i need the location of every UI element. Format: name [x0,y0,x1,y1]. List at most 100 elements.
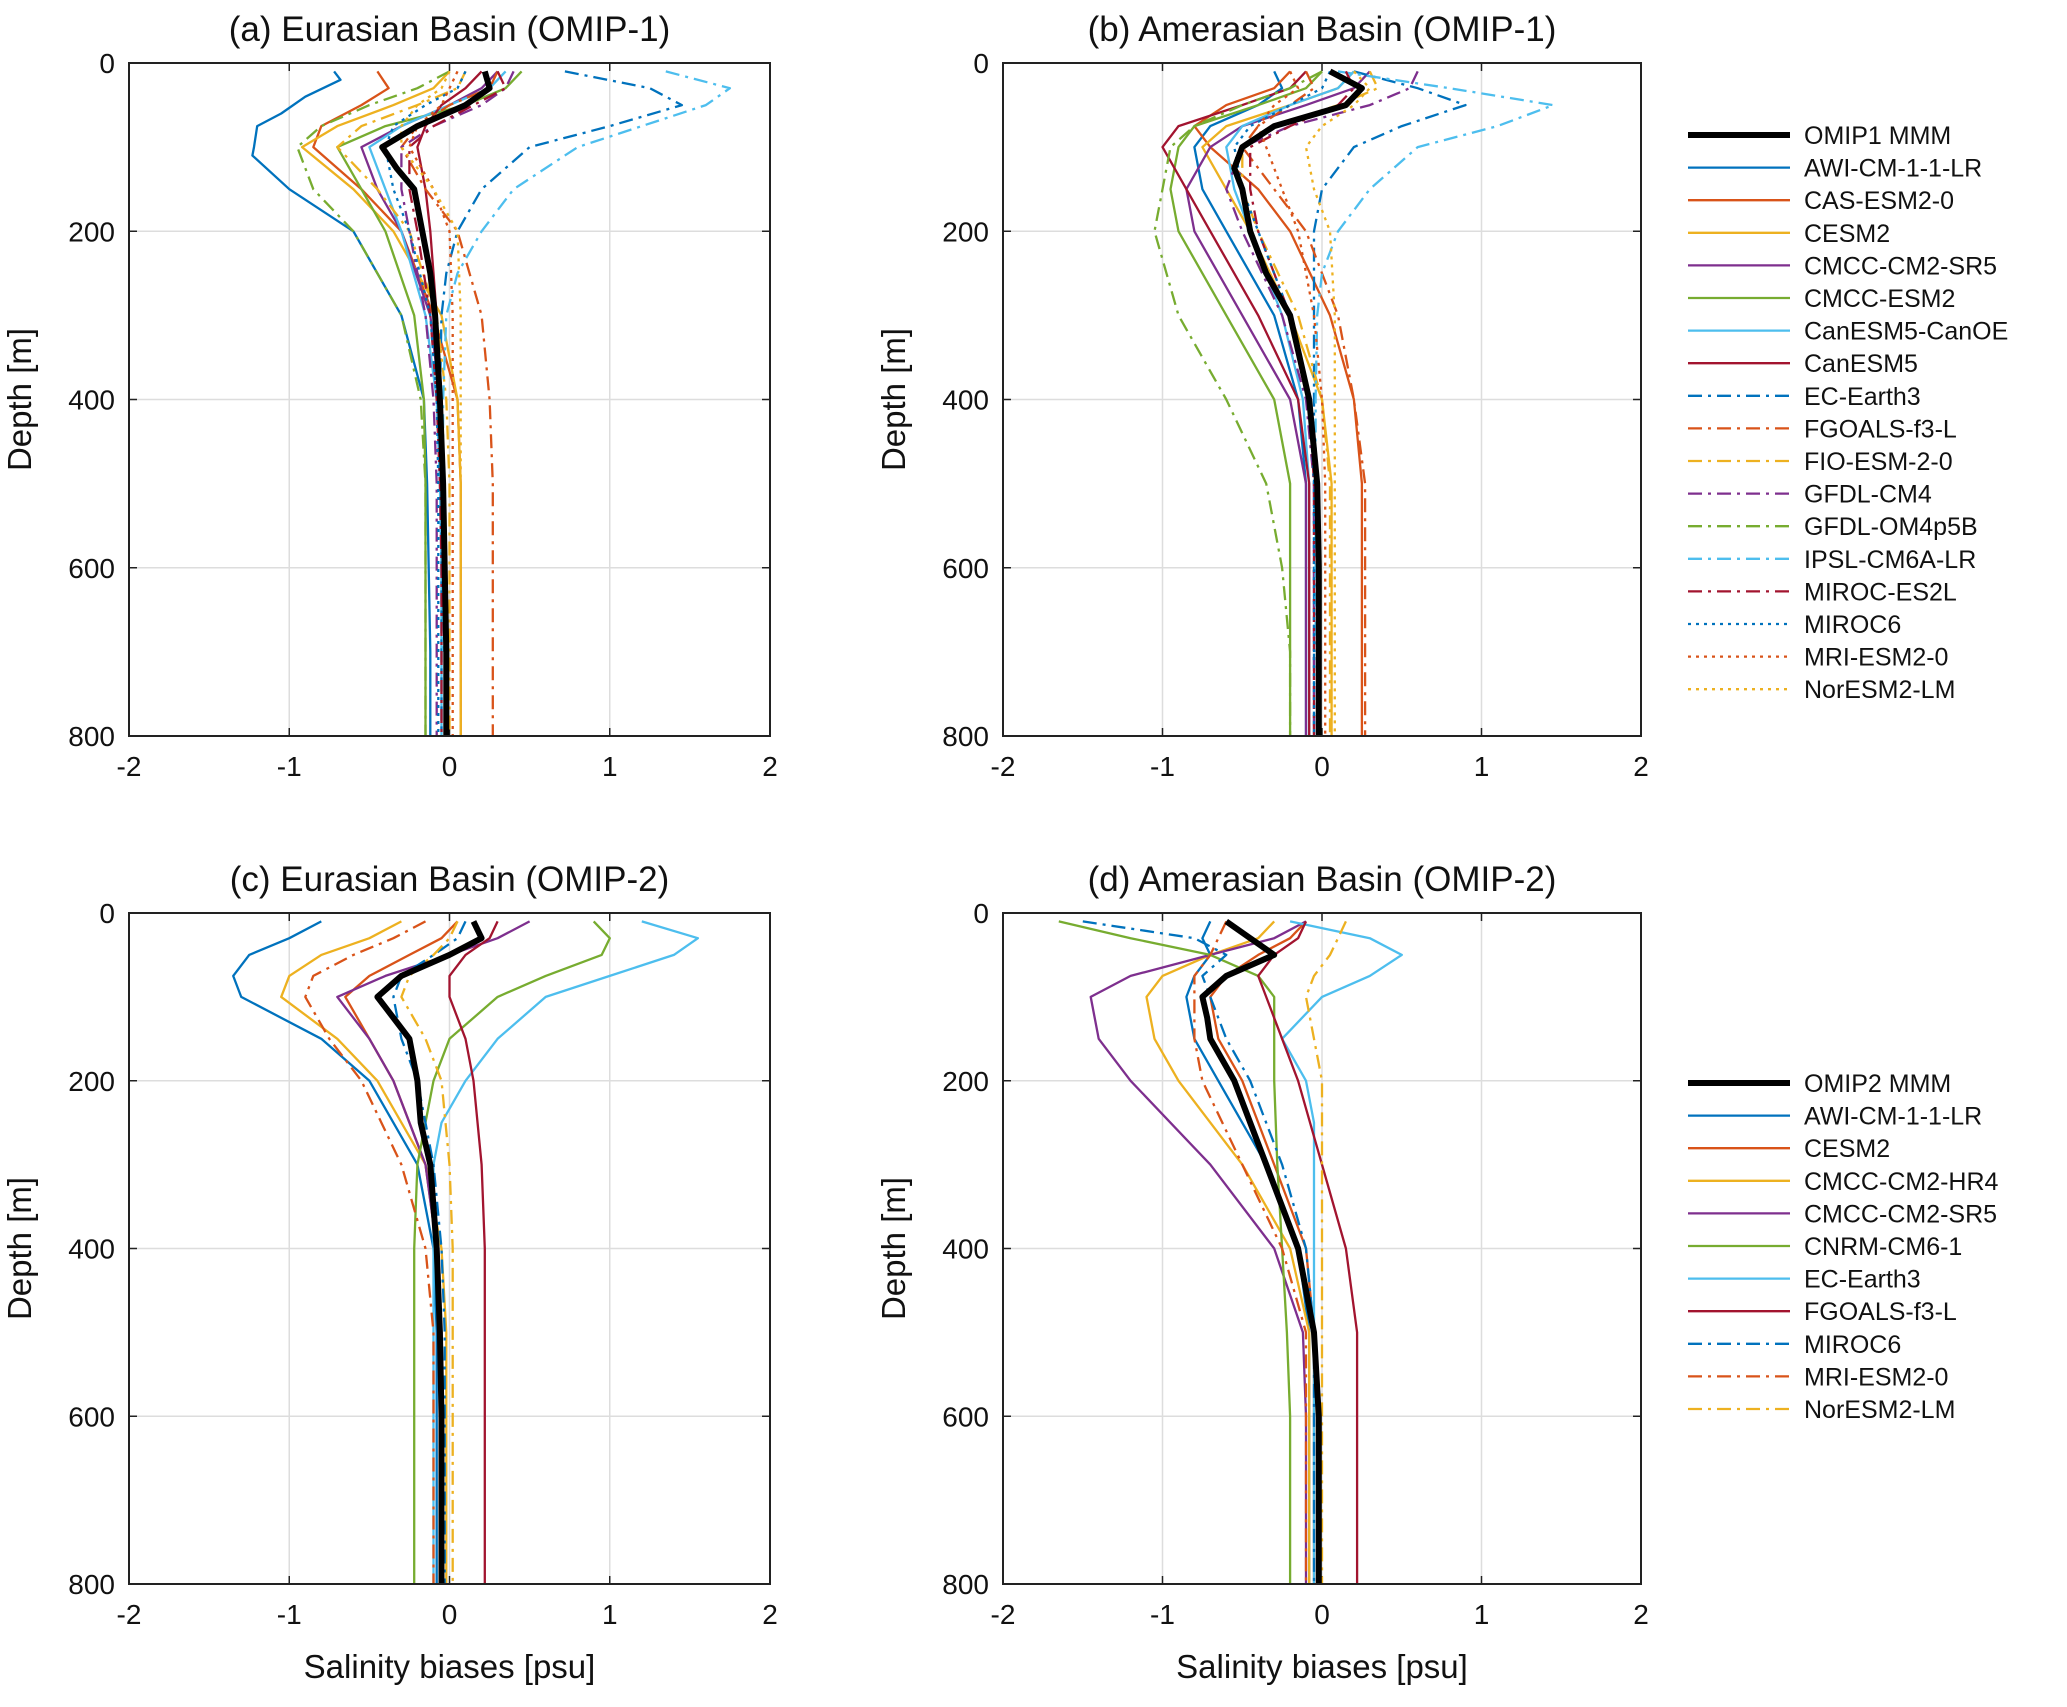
legend-label: OMIP2 MMM [1804,1070,1951,1098]
series-line-awi-cm-1-1-lr [232,920,438,1584]
x-tick-label: -1 [1150,1599,1175,1630]
x-axis-label: Salinity biases [psu] [304,1648,596,1685]
panel-c: -2 -1 0 1 2 0 200 400 600 800 (c) Eurasian Basin (… [1,860,778,1685]
series-line-miroc6 [1082,920,1316,1584]
x-tick-label: 0 [1314,1599,1330,1630]
series-line-mri-esm2-0 [408,70,459,736]
x-tick-label: 2 [762,751,778,782]
legend-label: CMCC-CM2-HR4 [1804,1168,1999,1196]
y-tick-label: 400 [68,1234,115,1265]
legend-label: EC-Earth3 [1804,1266,1921,1294]
axes-box [128,912,771,1585]
axes-box [1002,62,1642,737]
x-tick-label: 0 [1314,751,1330,782]
series-line-fgoals-f3-l [400,70,499,736]
legend-label: EC-Earth3 [1804,383,1921,411]
series-line-noresm2-lm [400,70,462,736]
legend-label: GFDL-OM4p5B [1804,513,1978,541]
y-tick-label: 200 [942,216,989,247]
series-line-cnrm-cm6-1 [413,920,611,1584]
x-tick-label: 1 [1474,751,1490,782]
legend1: OMIP1 MMM AWI-CM-1-1-LR CAS-ESM2-0 CESM2 CMC… [1688,122,2008,704]
series-line-gfdl-cm4 [1225,70,1419,736]
y-tick-label: 200 [68,216,115,247]
panel-d: -2 -1 0 1 2 0 200 400 600 800 (d) Amerasian Basin … [875,860,1649,1685]
series-line-ec-earth3 [1280,920,1403,1584]
y-tick-label: 0 [973,48,989,79]
series-group [251,70,732,736]
series-line-miroc-es2l [408,70,507,736]
y-tick-label: 0 [99,48,115,79]
y-tick-label: 800 [942,1569,989,1600]
panel-a: -2 -1 0 1 2 0 200 400 600 800 (a) Eurasian Basin (… [1,10,778,782]
y-tick-label: 600 [942,1401,989,1432]
panel-title: (a) Eurasian Basin (OMIP-1) [229,10,671,49]
y-axis-label: Depth [m] [875,1177,912,1320]
series-line-mri-esm2-0 [1257,70,1327,736]
legend-label: CESM2 [1804,1135,1890,1163]
y-axis-label: Depth [m] [1,328,38,471]
legend-label: OMIP1 MMM [1804,122,1951,150]
y-tick-label: 800 [68,1569,115,1600]
legend-label: CAS-ESM2-0 [1804,187,1954,215]
legend-label: MRI-ESM2-0 [1804,1363,1948,1391]
legend-label: CESM2 [1804,220,1890,248]
legend2: OMIP2 MMM AWI-CM-1-1-LR CESM2 CMCC-CM2-HR4 C… [1688,1070,1999,1424]
panel-title: (c) Eurasian Basin (OMIP-2) [230,860,670,899]
legend-label: FIO-ESM-2-0 [1804,448,1953,476]
x-axis-label: Salinity biases [psu] [1176,1648,1468,1685]
series-line-noresm2-lm [1304,920,1347,1584]
x-tick-label: 2 [1633,1599,1649,1630]
x-tick-label: 2 [1633,751,1649,782]
y-tick-label: 600 [68,553,115,584]
legend-label: MIROC-ES2L [1804,578,1957,606]
series-line-cesm2 [300,70,462,736]
legend-label: AWI-CM-1-1-LR [1804,155,1982,183]
legend-label: MIROC6 [1804,1331,1901,1359]
series-group [1058,918,1403,1584]
y-tick-label: 0 [99,898,115,929]
y-tick-label: 0 [973,898,989,929]
y-axis-label: Depth [m] [875,328,912,471]
legend-label: CMCC-CM2-SR5 [1804,252,1997,280]
series-group [232,920,700,1584]
x-tick-label: -2 [117,1599,142,1630]
series-line-mri-esm2-0 [304,920,435,1584]
x-tick-label: 0 [442,751,458,782]
panel-b: -2 -1 0 1 2 0 200 400 600 800 (b) Amerasian Basin … [875,10,1649,782]
legend-label: MRI-ESM2-0 [1804,644,1948,672]
x-tick-label: 1 [602,1599,618,1630]
legend-label: CNRM-CM6-1 [1804,1233,1962,1261]
series-line-omip1-mmm [379,70,493,736]
legend-label: NorESM2-LM [1804,676,1955,704]
y-tick-label: 200 [68,1066,115,1097]
legend-label: FGOALS-f3-L [1804,1298,1957,1326]
legend-label: GFDL-CM4 [1804,481,1932,509]
series-group [1153,68,1555,736]
series-line-canesm5 [1161,70,1311,736]
axes-box [128,62,771,737]
series-line-gfdl-om4p5b [1153,70,1323,736]
panel-title: (b) Amerasian Basin (OMIP-1) [1088,10,1557,49]
y-tick-label: 600 [68,1401,115,1432]
y-tick-label: 600 [942,553,989,584]
x-tick-label: 1 [1474,1599,1490,1630]
x-tick-label: 1 [602,751,618,782]
series-line-gfdl-cm4 [400,70,515,736]
y-tick-label: 400 [942,385,989,416]
series-line-cmcc-esm2 [1169,70,1323,736]
axes-box [1002,912,1642,1585]
series-line-fgoals-f3-l [448,920,499,1584]
series-line-noresm2-lm [400,920,459,1584]
series-line-omip2-mmm [1199,918,1322,1584]
legend-label: FGOALS-f3-L [1804,415,1957,443]
series-line-fgoals-f3-l [1241,70,1367,736]
x-tick-label: -2 [117,751,142,782]
y-tick-label: 400 [68,385,115,416]
legend-label: CanESM5-CanOE [1804,318,2008,346]
series-line-cmcc-cm2-sr5 [1185,70,1371,736]
x-tick-label: 2 [762,1599,778,1630]
legend-label: CanESM5 [1804,350,1918,378]
y-tick-label: 400 [942,1234,989,1265]
